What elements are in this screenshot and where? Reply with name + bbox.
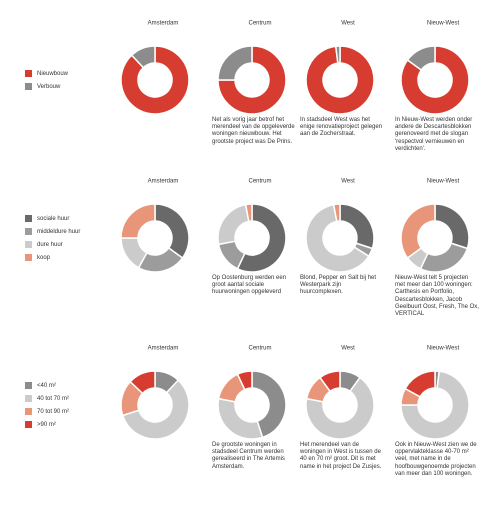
donut-segment <box>129 370 156 395</box>
legend-label: >90 m² <box>37 422 56 428</box>
donut-segment <box>236 203 287 273</box>
donut-segment <box>120 203 156 239</box>
legend-label: Nieuwbouw <box>37 71 69 77</box>
caption: Nieuw-West telt 5 projecten met meer dan… <box>395 275 479 318</box>
legend-swatch <box>25 408 32 415</box>
legend-label: <40 m² <box>37 383 56 389</box>
legend-swatch <box>25 382 32 389</box>
legend-swatch <box>25 395 32 402</box>
panel-title: Centrum <box>248 21 271 27</box>
donut-segment <box>217 45 287 115</box>
panel-title: Centrum <box>248 179 271 185</box>
donut-segment <box>404 370 436 398</box>
donut-segment <box>434 203 470 250</box>
panel-title: Nieuw-West <box>427 346 460 352</box>
panel-title: Amsterdam <box>148 179 179 185</box>
panel-title: West <box>341 21 355 27</box>
legend-swatch <box>25 228 32 235</box>
donut-segment <box>217 203 250 246</box>
legend-label: 40 tot 70 m² <box>37 396 69 402</box>
donut-segment <box>217 45 253 81</box>
caption: Het merendeel van de woningen in West is… <box>300 442 382 470</box>
caption: In Nieuw-West werden onder andere de Des… <box>395 117 473 152</box>
donut-segment <box>154 203 190 260</box>
donut-segment <box>332 203 341 223</box>
panel-title: West <box>341 346 355 352</box>
legend-label: sociale huur <box>37 216 69 222</box>
legend-swatch <box>25 241 32 248</box>
donut-segment <box>406 45 436 72</box>
donut-segment <box>121 379 190 440</box>
legend-label: middeldure huur <box>37 229 80 235</box>
donut-segment <box>305 376 375 440</box>
caption: Ook in Nieuw-West zien we de oppervlakte… <box>395 442 477 477</box>
caption: De grootste woningen in stadsdeel Centru… <box>212 442 285 470</box>
caption: Net als vorig jaar betrof het merendeel … <box>212 117 295 145</box>
legend-swatch <box>25 421 32 428</box>
panel-title: Amsterdam <box>148 346 179 352</box>
donut-segment <box>400 203 436 260</box>
legend-swatch <box>25 70 32 77</box>
legend-label: koop <box>37 255 51 261</box>
panel-title: Nieuw-West <box>427 21 460 27</box>
legend-swatch <box>25 215 32 222</box>
caption: Op Oostenburg werden een groot aantal so… <box>212 275 287 296</box>
donut-segment <box>130 45 156 69</box>
panel-title: West <box>341 179 355 185</box>
legend-label: 70 tot 90 m² <box>37 409 69 415</box>
donut-segment <box>244 203 253 223</box>
caption: Blond, Pepper en Salt bij het Westerpark… <box>300 275 377 296</box>
donut-segment <box>305 45 375 115</box>
legend-swatch <box>25 254 32 261</box>
donut-segment <box>318 370 341 393</box>
donut-segment <box>419 242 469 273</box>
panel-title: Centrum <box>248 346 271 352</box>
donut-segment <box>400 45 470 115</box>
donut-segment <box>334 45 341 64</box>
donut-segment <box>236 370 253 391</box>
donut-segment <box>251 370 287 439</box>
donut-segment <box>217 397 264 440</box>
legend-swatch <box>25 83 32 90</box>
legend-label: dure huur <box>37 242 63 248</box>
donut-segment <box>339 203 375 250</box>
donut-segment <box>305 203 370 273</box>
panel-title: Amsterdam <box>148 21 179 27</box>
caption: In stadsdeel West was het enige renovati… <box>300 117 383 138</box>
donut-segment <box>400 370 470 440</box>
panel-title: Nieuw-West <box>427 179 460 185</box>
legend-label: Verbouw <box>37 84 61 90</box>
